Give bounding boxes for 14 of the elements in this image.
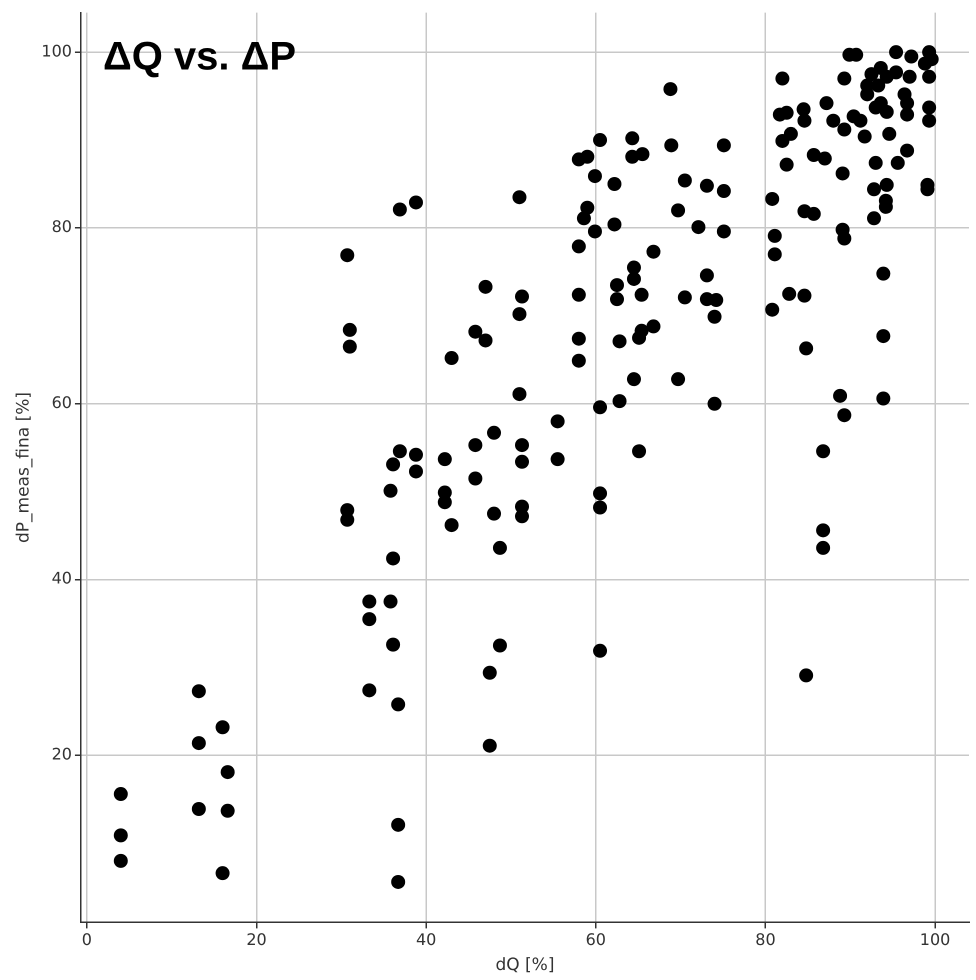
x-tick-label: 80 [755, 930, 776, 950]
y-tick-label: 80 [52, 217, 72, 236]
x-tick-label: 0 [82, 930, 92, 950]
y-tick-label: 100 [41, 41, 72, 60]
y-tick-label: 20 [52, 744, 72, 764]
x-tick-label: 60 [586, 930, 606, 950]
y-tick-label: 40 [52, 568, 72, 588]
x-axis-title: dQ [%] [495, 955, 554, 976]
x-tick-label: 100 [920, 930, 950, 950]
y-axis-title: dP_meas_fina [%] [14, 392, 34, 544]
y-tick-label: 60 [52, 392, 72, 412]
x-tick-label: 20 [246, 930, 267, 950]
text: ΔQ vs. ΔP [102, 34, 296, 79]
x-tick-label: 40 [416, 930, 436, 950]
